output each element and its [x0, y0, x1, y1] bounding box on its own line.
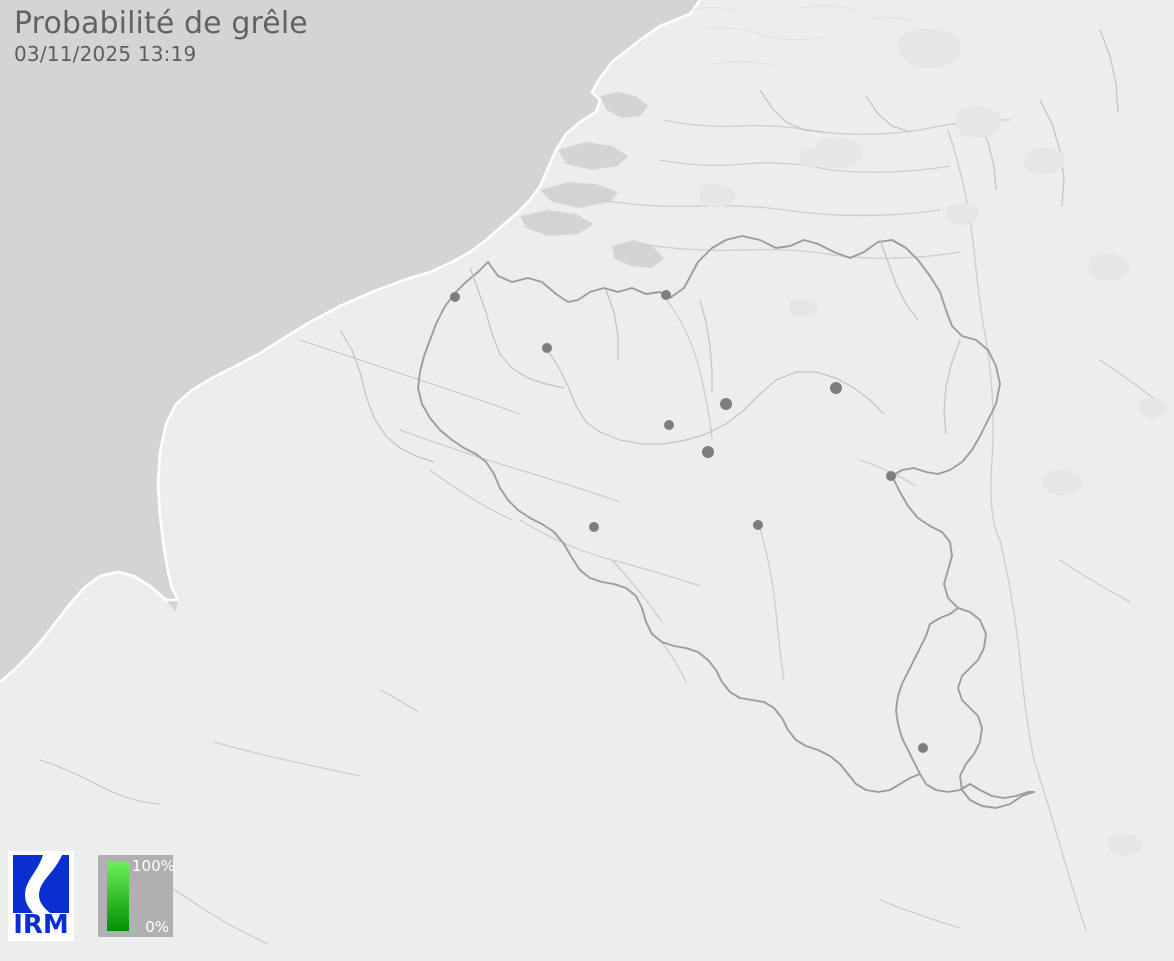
station-marker-3[interactable] [661, 290, 671, 300]
station-marker-6[interactable] [702, 446, 714, 458]
station-marker-5[interactable] [664, 420, 674, 430]
station-marker-8[interactable] [886, 471, 896, 481]
station-marker-4[interactable] [720, 398, 732, 410]
station-marker-2[interactable] [542, 343, 552, 353]
irm-logo[interactable]: IRM [8, 851, 74, 941]
station-marker-10[interactable] [753, 520, 763, 530]
station-marker-11[interactable] [918, 743, 928, 753]
probability-colorbar[interactable]: 100% 0% [98, 855, 175, 937]
colorbar-max-label: 100% [132, 857, 175, 875]
irm-wave-icon [13, 855, 69, 913]
sea-water-bodies [0, 0, 700, 682]
station-marker-9[interactable] [589, 522, 599, 532]
terrain-shading [699, 28, 1168, 857]
coastline [0, 0, 702, 683]
legend-bar: IRM 100% 0% [8, 851, 175, 941]
station-marker-7[interactable] [830, 382, 842, 394]
national-borders [417, 235, 1035, 809]
colorbar-gradient [107, 861, 129, 931]
irm-wordmark: IRM [13, 910, 69, 940]
inland-water-lines [689, 4, 919, 67]
colorbar-min-label: 0% [145, 918, 169, 936]
station-marker-1[interactable] [450, 292, 460, 302]
regional-boundaries [339, 29, 1119, 463]
